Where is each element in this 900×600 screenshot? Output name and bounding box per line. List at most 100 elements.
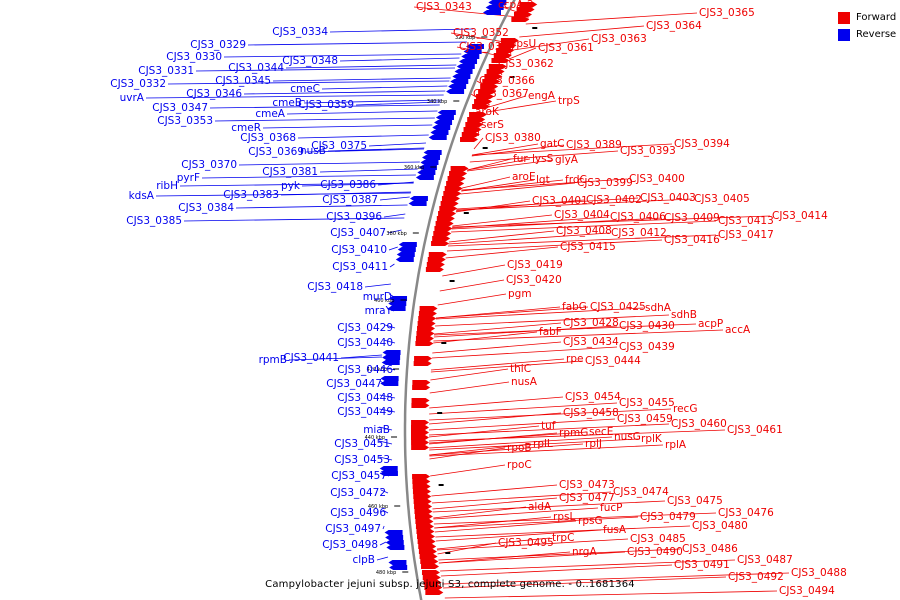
reverse-gene [388, 560, 407, 565]
reverse-leader-line [201, 174, 416, 179]
forward-gene-label: accA [725, 324, 751, 336]
forward-gene-label: CJS3_0455 [619, 397, 675, 409]
forward-leader-line [519, 25, 645, 38]
forward-gene-label: aroE [512, 171, 536, 183]
track-marker [437, 412, 443, 414]
reverse-gene [387, 306, 406, 311]
forward-gene-label: thiC [510, 363, 531, 375]
reverse-gene-label: CJS3_0385 [126, 215, 182, 227]
forward-leader-line [433, 331, 538, 344]
reverse-gene-label: CJS3_0410 [331, 244, 387, 256]
forward-gene [412, 484, 431, 489]
forward-gene-label: frdC [565, 174, 587, 186]
reverse-gene-label: CJS3_0497 [325, 523, 381, 535]
forward-gene-label: engA [528, 90, 556, 102]
forward-gene [416, 331, 435, 336]
reverse-gene [448, 84, 467, 89]
legend-forward-label: Forward [856, 12, 897, 23]
reverse-leader-line [301, 182, 414, 187]
reverse-gene [381, 360, 400, 365]
reverse-gene [483, 10, 502, 15]
reverse-leader-line [355, 101, 441, 106]
forward-leader-line [488, 95, 527, 108]
forward-gene [447, 176, 466, 181]
reverse-leader-line [379, 394, 396, 399]
forward-gene-label: CJS3_0361 [538, 42, 594, 54]
forward-gene-label: CJS3_0420 [506, 274, 562, 286]
reverse-gene-label: CJS3_0457 [331, 470, 387, 482]
forward-leader-line [435, 525, 691, 538]
forward-gene [415, 519, 434, 524]
reverse-gene-label: CJS3_0369 [248, 146, 304, 158]
track-marker [438, 484, 444, 486]
forward-leader-line [429, 443, 532, 456]
forward-gene-label: gatC [540, 138, 565, 150]
forward-gene-label: CJS3_0479 [640, 511, 696, 523]
forward-gene-label: tuf [541, 420, 556, 432]
forward-leader-line [448, 232, 610, 245]
reverse-gene-label: nusB [300, 145, 326, 157]
reverse-gene-label: CJS3_0344 [228, 62, 284, 74]
forward-gene-label: CJS3_0403 [640, 192, 696, 204]
forward-gene-label: CJS3_0414 [772, 210, 828, 222]
forward-gene [444, 186, 463, 191]
reverse-gene [396, 252, 415, 257]
reverse-gene [435, 115, 454, 120]
forward-gene [417, 326, 436, 331]
forward-gene-label: rpmG [559, 427, 588, 439]
reverse-leader-line [145, 94, 444, 99]
forward-gene [496, 48, 515, 53]
forward-gene [469, 112, 488, 117]
scale-tick-label: 320 kbp [455, 35, 475, 41]
reverse-gene-label: CJS3_0331 [138, 65, 194, 77]
reverse-leader-line [368, 142, 427, 147]
track-marker [532, 27, 538, 29]
forward-leader-line [428, 425, 540, 438]
forward-gene-label: fusA [603, 524, 627, 536]
reverse-leader-line [382, 525, 385, 530]
forward-gene [419, 554, 438, 559]
gene-labels: CJS3_0343 ccpA-2CJS3_0365CJS3_0364CJS3_03… [110, 0, 847, 597]
forward-leader-line [460, 182, 576, 195]
forward-gene [446, 181, 465, 186]
forward-leader-line [433, 329, 724, 342]
forward-leader-line [429, 402, 618, 415]
forward-leader-line [445, 246, 559, 259]
reverse-leader-line [340, 354, 383, 359]
track-marker [463, 212, 469, 214]
reverse-leader-line [378, 426, 393, 431]
forward-gene [417, 321, 436, 326]
forward-leader-line [448, 230, 555, 243]
forward-leader-line [437, 293, 507, 306]
forward-gene-label: CJS3_0366 [479, 75, 535, 87]
forward-gene [412, 385, 431, 390]
forward-leader-line [436, 537, 551, 550]
reverse-gene-label: CJS3_0332 [110, 78, 166, 90]
forward-leader-line [429, 381, 510, 394]
forward-gene [413, 361, 432, 366]
reverse-gene-label: pyrF [177, 172, 200, 184]
reverse-leader-line [319, 168, 418, 173]
reverse-gene [450, 79, 469, 84]
forward-gene-label: serS [481, 119, 504, 131]
reverse-gene-label: CJS3_0418 [307, 281, 363, 293]
forward-gene-label: rpoB [507, 442, 532, 454]
forward-gene [482, 79, 501, 84]
forward-gene-label: CJS3_0400 [629, 173, 685, 185]
forward-gene-label: ccpA-2 [498, 0, 534, 11]
forward-gene-label: CJS3_0454 [565, 391, 621, 403]
forward-leader-line [447, 234, 717, 247]
reverse-gene-label: miaB [363, 424, 390, 436]
track-marker [441, 342, 447, 344]
forward-leader-line [434, 323, 697, 336]
forward-leader-line [432, 500, 666, 513]
forward-leader-line [486, 100, 557, 113]
forward-gene-label: sdhA [645, 302, 672, 314]
reverse-gene [398, 242, 417, 247]
reverse-gene [423, 150, 442, 155]
forward-gene [422, 575, 441, 580]
forward-swatch [838, 11, 850, 24]
forward-gene-label: CJS3_0461 [727, 424, 783, 436]
forward-gene [472, 104, 491, 109]
reverse-gene-label: cmeC [290, 83, 320, 95]
